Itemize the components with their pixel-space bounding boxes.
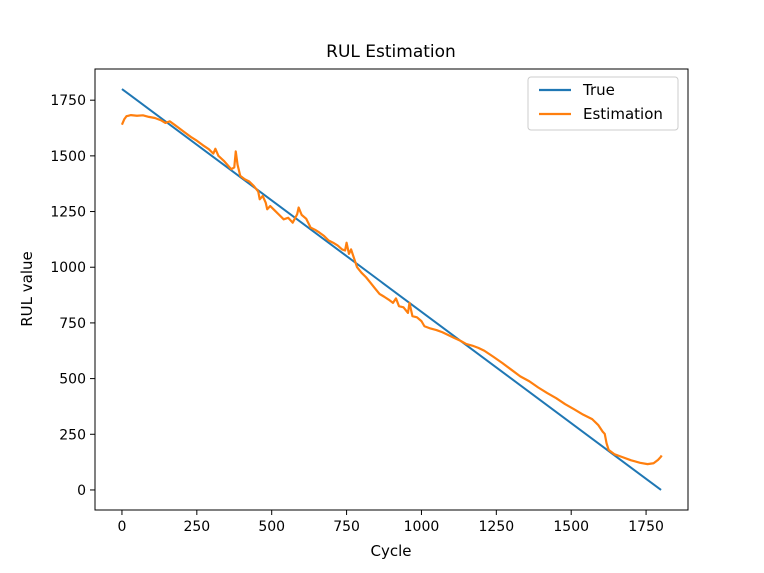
x-tick-label: 250 bbox=[183, 519, 210, 535]
x-tick-label: 1750 bbox=[628, 519, 664, 535]
y-tick-label: 500 bbox=[59, 372, 86, 388]
y-tick-label: 1000 bbox=[50, 260, 86, 276]
x-tick-label: 750 bbox=[333, 519, 360, 535]
x-axis-label: Cycle bbox=[371, 542, 412, 560]
legend: True Estimation bbox=[527, 76, 679, 131]
x-tick-label: 500 bbox=[258, 519, 285, 535]
x-tick-label: 1000 bbox=[404, 519, 440, 535]
series-line-true bbox=[121, 88, 662, 491]
y-tick-label: 1500 bbox=[50, 149, 86, 165]
y-tick-label: 1750 bbox=[50, 93, 86, 109]
chart-title: RUL Estimation bbox=[326, 42, 456, 62]
legend-true-label: True bbox=[582, 81, 615, 99]
y-tick-label: 0 bbox=[77, 483, 86, 499]
y-tick-label: 1250 bbox=[50, 205, 86, 221]
y-tick-label: 250 bbox=[59, 427, 86, 443]
x-tick-label: 1500 bbox=[553, 519, 589, 535]
y-axis-label: RUL value bbox=[18, 251, 36, 327]
x-tick-label: 1250 bbox=[479, 519, 515, 535]
y-tick-label: 750 bbox=[59, 316, 86, 332]
x-tick-label: 0 bbox=[117, 519, 126, 535]
y-axis-ticks: 0 250 500 750 1000 1250 1500 1750 bbox=[50, 93, 95, 499]
x-axis-ticks: 0 250 500 750 1000 1250 1500 1750 bbox=[117, 510, 664, 535]
series-line-estimation bbox=[120, 113, 663, 466]
plot-frame bbox=[94, 68, 689, 511]
legend-estimation-label: Estimation bbox=[583, 105, 663, 123]
plot-area bbox=[120, 88, 663, 491]
